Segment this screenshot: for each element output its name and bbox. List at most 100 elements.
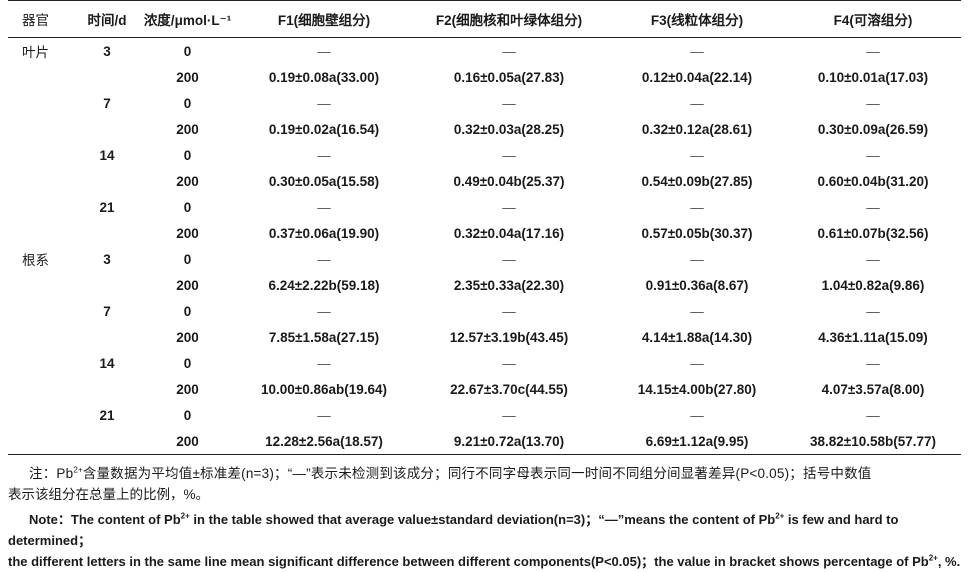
table-cell: — [866, 251, 880, 267]
column-header: 器官 [22, 13, 49, 28]
table-cell [8, 220, 78, 246]
table-cell: 0.61±0.07b(32.56) [817, 225, 929, 241]
note-en-part3: is few and hard to determined； [8, 512, 899, 548]
table-cell [8, 90, 78, 116]
table-cell: 14.15±4.00b(27.80) [637, 381, 757, 397]
note-english-line1: Note：The content of Pb2+ in the table sh… [8, 509, 961, 551]
note-cn-line2-text: 表示该组分在总量上的比例，%。 [8, 487, 210, 502]
table-cell: 6.24±2.22b(59.18) [268, 277, 380, 293]
table-cell: — [866, 95, 880, 111]
table-cell: — [502, 199, 516, 215]
table-cell: — [502, 147, 516, 163]
data-table-container: 器官 时间/d 浓度/μmol·L⁻¹ F1(细胞壁组分) F2(细胞核和叶绿体组分) F… [8, 0, 961, 455]
table-cell: — [866, 147, 880, 163]
table-cell: 6.69±1.12a(9.95) [645, 433, 749, 449]
table-row: 14 0 — — — — [8, 350, 961, 376]
table-cell: 200 [176, 173, 199, 189]
table-cell: 21 [99, 407, 115, 423]
column-header: F3(线粒体组分) [650, 13, 744, 28]
table-cell: 0.32±0.04a(17.16) [453, 225, 565, 241]
table-cell [78, 376, 136, 402]
table-cell: — [502, 407, 516, 423]
table-cell: 1.04±0.82a(9.86) [821, 277, 925, 293]
table-cell: 3 [103, 43, 111, 59]
table-cell [78, 116, 136, 142]
table-cell: 7 [103, 303, 111, 319]
table-cell: 0 [183, 407, 192, 423]
note-english-line2: the different letters in the same line m… [8, 551, 961, 572]
table-cell: 21 [99, 199, 115, 215]
table-cell: 0 [183, 355, 192, 371]
table-cell: 200 [176, 277, 199, 293]
table-cell [8, 324, 78, 350]
table-cell: — [502, 43, 516, 59]
table-cell: 200 [176, 329, 199, 345]
table-row: 200 0.37±0.06a(19.90) 0.32±0.04a(17.16) 0.5… [8, 220, 961, 246]
table-cell: 0.12±0.04a(22.14) [641, 69, 753, 85]
column-header: F1(细胞壁组分) [277, 13, 371, 28]
table-cell [8, 350, 78, 376]
table-notes: 注：Pb2+含量数据为平均值±标准差(n=3)；“—”表示未检测到该成分；同行不… [8, 463, 961, 572]
note-cn-superscript: 2+ [73, 465, 83, 475]
table-row: 200 0.19±0.02a(16.54) 0.32±0.03a(28.25) 0.3… [8, 116, 961, 142]
column-header: 浓度/μmol·L⁻¹ [143, 13, 232, 28]
table-cell: 14 [99, 147, 115, 163]
table-cell: — [690, 199, 704, 215]
table-cell: 200 [176, 433, 199, 449]
table-header: 器官 时间/d 浓度/μmol·L⁻¹ F1(细胞壁组分) F2(细胞核和叶绿体组分) F… [8, 0, 961, 38]
table-cell: — [502, 303, 516, 319]
table-row: 200 6.24±2.22b(59.18) 2.35±0.33a(22.30) 0.9… [8, 272, 961, 298]
table-cell: 4.07±3.57a(8.00) [821, 381, 925, 397]
table-cell: — [317, 199, 331, 215]
table-cell: 0.30±0.09a(26.59) [817, 121, 929, 137]
table-cell: 0.10±0.01a(17.03) [817, 69, 929, 85]
table-row: 叶片 3 0 — — — — [8, 38, 961, 65]
table-cell: 0.54±0.09b(27.85) [641, 173, 753, 189]
note-en-line2b: , %. [937, 554, 961, 569]
table-cell: — [690, 251, 704, 267]
table-row: 21 0 — — — — [8, 194, 961, 220]
note-en-superscript-2: 2+ [775, 511, 785, 521]
table-cell: 0.16±0.05a(27.83) [453, 69, 565, 85]
table-row: 200 12.28±2.56a(18.57) 9.21±0.72a(13.70) 6.… [8, 428, 961, 455]
table-row: 7 0 — — — — [8, 298, 961, 324]
note-en-superscript-1: 2+ [180, 511, 190, 521]
pb-distribution-table: 器官 时间/d 浓度/μmol·L⁻¹ F1(细胞壁组分) F2(细胞核和叶绿体组分) F… [8, 0, 961, 455]
table-cell: — [317, 147, 331, 163]
table-cell: 0.49±0.04b(25.37) [453, 173, 565, 189]
table-cell: 0.32±0.12a(28.61) [641, 121, 753, 137]
table-cell: 14 [99, 355, 115, 371]
table-cell: — [502, 355, 516, 371]
table-cell [78, 168, 136, 194]
table-cell: — [502, 251, 516, 267]
table-cell: 4.14±1.88a(14.30) [641, 329, 753, 345]
table-cell: — [317, 95, 331, 111]
table-cell: — [690, 407, 704, 423]
table-cell: 根系 [22, 253, 49, 268]
table-row: 200 7.85±1.58a(27.15) 12.57±3.19b(43.45) 4.… [8, 324, 961, 350]
column-header: F2(细胞核和叶绿体组分) [435, 13, 583, 28]
table-cell: 0 [183, 303, 192, 319]
note-chinese-line1: 注：Pb2+含量数据为平均值±标准差(n=3)；“—”表示未检测到该成分；同行不… [8, 463, 961, 484]
table-cell [78, 324, 136, 350]
table-cell: — [502, 95, 516, 111]
table-cell: 7.85±1.58a(27.15) [268, 329, 380, 345]
note-chinese-line2: 表示该组分在总量上的比例，%。 [8, 484, 961, 505]
table-row: 14 0 — — — — [8, 142, 961, 168]
table-row: 200 0.19±0.08a(33.00) 0.16±0.05a(27.83) 0.1… [8, 64, 961, 90]
table-row: 根系 3 0 — — — — [8, 246, 961, 272]
table-cell: 4.36±1.11a(15.09) [818, 329, 928, 345]
table-cell: 12.57±3.19b(43.45) [449, 329, 569, 345]
table-cell [8, 376, 78, 402]
table-cell: 叶片 [22, 45, 49, 60]
table-cell: — [317, 407, 331, 423]
table-cell [8, 402, 78, 428]
table-cell: — [690, 95, 704, 111]
table-cell: — [866, 43, 880, 59]
table-row: 200 0.30±0.05a(15.58) 0.49±0.04b(25.37) 0.5… [8, 168, 961, 194]
header-row: 器官 时间/d 浓度/μmol·L⁻¹ F1(细胞壁组分) F2(细胞核和叶绿体组分) F… [8, 0, 961, 38]
table-cell: 0.32±0.03a(28.25) [453, 121, 565, 137]
table-cell: — [866, 303, 880, 319]
note-en-superscript-3: 2+ [928, 553, 938, 563]
note-en-part2: in the table showed that average value±s… [189, 512, 776, 527]
